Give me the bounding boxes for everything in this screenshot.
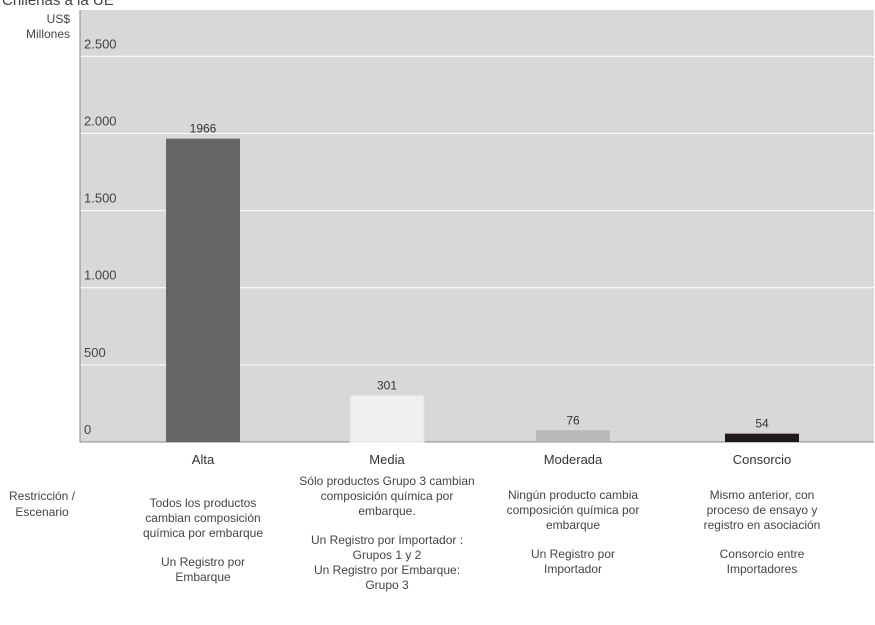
- y-tick-label: 500: [84, 345, 106, 360]
- restriction-line: Mismo anterior, con: [647, 488, 875, 503]
- registration-line: Importadores: [647, 562, 875, 577]
- data-label: 1966: [190, 122, 217, 136]
- x-tick-label: Consorcio: [652, 452, 872, 467]
- y-tick-label: 1.500: [84, 191, 117, 206]
- x-tick-label: Moderada: [463, 452, 683, 467]
- y-tick-label: 2.500: [84, 36, 117, 51]
- scenario-column: Mismo anterior, con proceso de ensayo y re…: [647, 488, 875, 577]
- restriction-line: registro en asociación: [647, 518, 875, 533]
- y-tick-label: 0: [84, 422, 91, 437]
- restriction-line: proceso de ensayo y: [647, 503, 875, 518]
- bar: [536, 430, 610, 442]
- registration-line: Consorcio entre: [647, 547, 875, 562]
- registration-line: Grupo 3: [272, 578, 502, 593]
- row-header-line-1: Restricción /: [4, 488, 80, 504]
- y-tick-label: 1.000: [84, 268, 117, 283]
- data-label: 301: [377, 379, 397, 393]
- bar: [166, 139, 240, 442]
- restriction-text: Mismo anterior, con proceso de ensayo y re…: [647, 488, 875, 533]
- y-tick-label: 2.000: [84, 113, 117, 128]
- row-header-line-2: Escenario: [4, 504, 80, 520]
- data-label: 76: [566, 413, 580, 427]
- row-header: Restricción / Escenario: [4, 488, 80, 520]
- restriction-line: Sólo productos Grupo 3 cambian: [272, 474, 502, 489]
- data-label: 54: [755, 417, 769, 431]
- bar: [350, 396, 424, 442]
- registration-text: Consorcio entre Importadores: [647, 547, 875, 577]
- bar: [725, 434, 799, 442]
